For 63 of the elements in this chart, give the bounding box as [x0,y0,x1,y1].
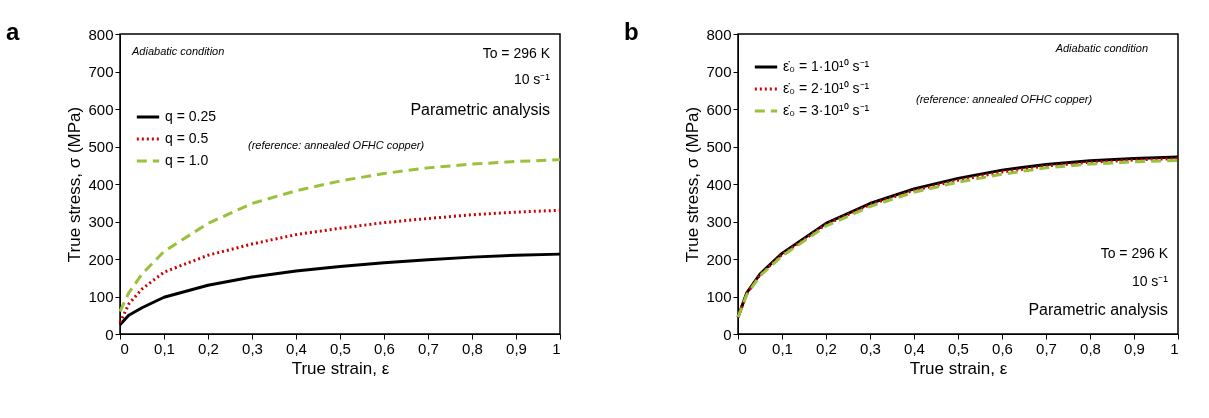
x-tick-label: 0,9 [506,339,527,357]
annotation: (reference: annealed OFHC copper) [248,139,425,151]
y-tick-label: 0 [723,325,732,343]
x-tick-label: 0,6 [374,339,395,357]
x-axis-title: True strain, ε [909,358,1008,378]
legend-label: q = 1.0 [165,152,209,168]
legend-label: ε̇₀ = 1·10¹⁰ s⁻¹ [783,58,870,74]
x-tick-label: 0,5 [948,339,969,357]
legend-label: ε̇₀ = 2·10¹⁰ s⁻¹ [783,80,870,96]
x-tick-label: 0,2 [198,339,219,357]
legend-label: q = 0.5 [165,130,209,146]
x-tick-label: 0 [738,339,747,357]
y-tick-label: 200 [706,250,732,268]
y-tick-label: 700 [88,63,114,80]
y-tick-label: 700 [706,63,732,80]
annotation: To = 296 K [1100,245,1169,261]
y-tick-label: 800 [706,25,732,43]
x-tick-label: 0,2 [816,339,837,357]
x-tick-label: 0,8 [1080,339,1101,357]
x-tick-label: 0,6 [992,339,1013,357]
legend-label: ε̇₀ = 3·10¹⁰ s⁻¹ [783,102,870,118]
y-tick-label: 600 [88,100,114,118]
x-tick-label: 0,9 [1124,339,1145,357]
y-tick-label: 400 [706,175,732,193]
legend-label: q = 0.25 [165,108,217,124]
y-tick-label: 600 [706,100,732,118]
x-tick-label: 0,3 [242,339,263,357]
y-tick-label: 200 [88,250,114,268]
x-tick-label: 0,7 [1036,339,1057,357]
x-tick-label: 0,4 [904,339,925,357]
x-tick-label: 0,1 [772,339,793,357]
y-tick-label: 500 [88,138,114,155]
x-tick-label: 0,5 [330,339,351,357]
x-tick-label: 1 [1170,339,1179,357]
x-tick-label: 0 [120,339,129,357]
annotation: 10 s⁻¹ [1131,273,1169,289]
annotation: Adiabatic condition [1054,42,1148,54]
annotation: Parametric analysis [410,101,550,118]
annotation: To = 296 K [482,45,551,61]
x-tick-label: 0,4 [286,339,307,357]
y-axis-title: True stress, σ (MPa) [65,106,85,263]
x-tick-label: 1 [552,339,561,357]
y-tick-label: 100 [88,288,114,305]
annotation: (reference: annealed OFHC copper) [916,93,1093,105]
y-tick-label: 300 [88,213,114,230]
chart-title: a [5,18,20,45]
x-tick-label: 0,1 [154,339,175,357]
y-tick-label: 400 [88,175,114,193]
x-axis-title: True strain, ε [291,358,390,378]
y-tick-label: 0 [105,325,114,343]
y-tick-label: 300 [706,213,732,230]
annotation: 10 s⁻¹ [513,71,551,87]
chart-title: b [623,18,639,45]
y-axis-title: True stress, σ (MPa) [683,106,703,263]
x-tick-label: 0,3 [860,339,881,357]
y-tick-label: 800 [88,25,114,43]
annotation: Parametric analysis [1028,301,1168,318]
x-tick-label: 0,8 [462,339,483,357]
y-tick-label: 500 [706,138,732,155]
line-series [118,208,562,325]
x-tick-label: 0,7 [418,339,439,357]
y-tick-label: 100 [706,288,732,305]
annotation: Adiabatic condition [131,45,225,57]
